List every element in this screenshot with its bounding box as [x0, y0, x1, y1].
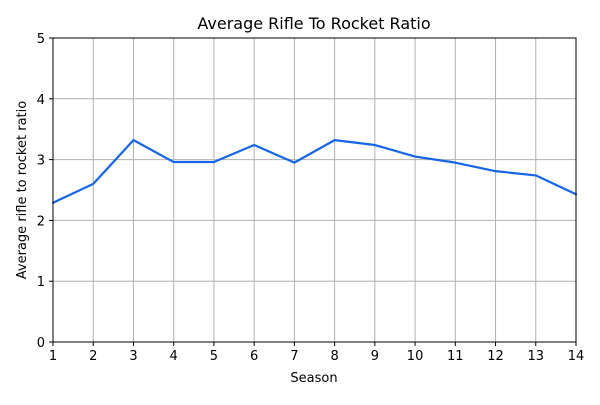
x-tick-label: 6	[250, 349, 258, 364]
chart-title: Average Rifle To Rocket Ratio	[197, 14, 430, 33]
x-tick-label: 10	[407, 349, 424, 364]
y-tick-label: 4	[37, 93, 45, 108]
x-tick-label: 13	[527, 349, 544, 364]
x-tick-label: 11	[447, 349, 464, 364]
y-tick-label: 0	[37, 336, 45, 351]
x-tick-label: 3	[129, 349, 137, 364]
y-tick-label: 5	[37, 32, 45, 47]
x-tick-label: 2	[89, 349, 97, 364]
series-layer	[53, 140, 576, 203]
x-tick-label: 12	[487, 349, 504, 364]
x-tick-label: 9	[371, 349, 379, 364]
grid	[53, 38, 576, 342]
x-tick-label: 4	[170, 349, 178, 364]
series-line	[53, 140, 576, 203]
x-tick-label: 7	[290, 349, 298, 364]
x-tick-label: 14	[568, 349, 585, 364]
y-tick-label: 1	[37, 275, 45, 290]
y-axis-label: Average rifle to rocket ratio	[15, 101, 30, 279]
y-tick-label: 2	[37, 214, 45, 229]
plot-frame	[53, 38, 576, 342]
x-tick-label: 8	[330, 349, 338, 364]
y-tick-label: 3	[37, 154, 45, 169]
x-tick-label: 5	[210, 349, 218, 364]
x-axis-label: Season	[290, 371, 337, 386]
x-tick-label: 1	[49, 349, 57, 364]
